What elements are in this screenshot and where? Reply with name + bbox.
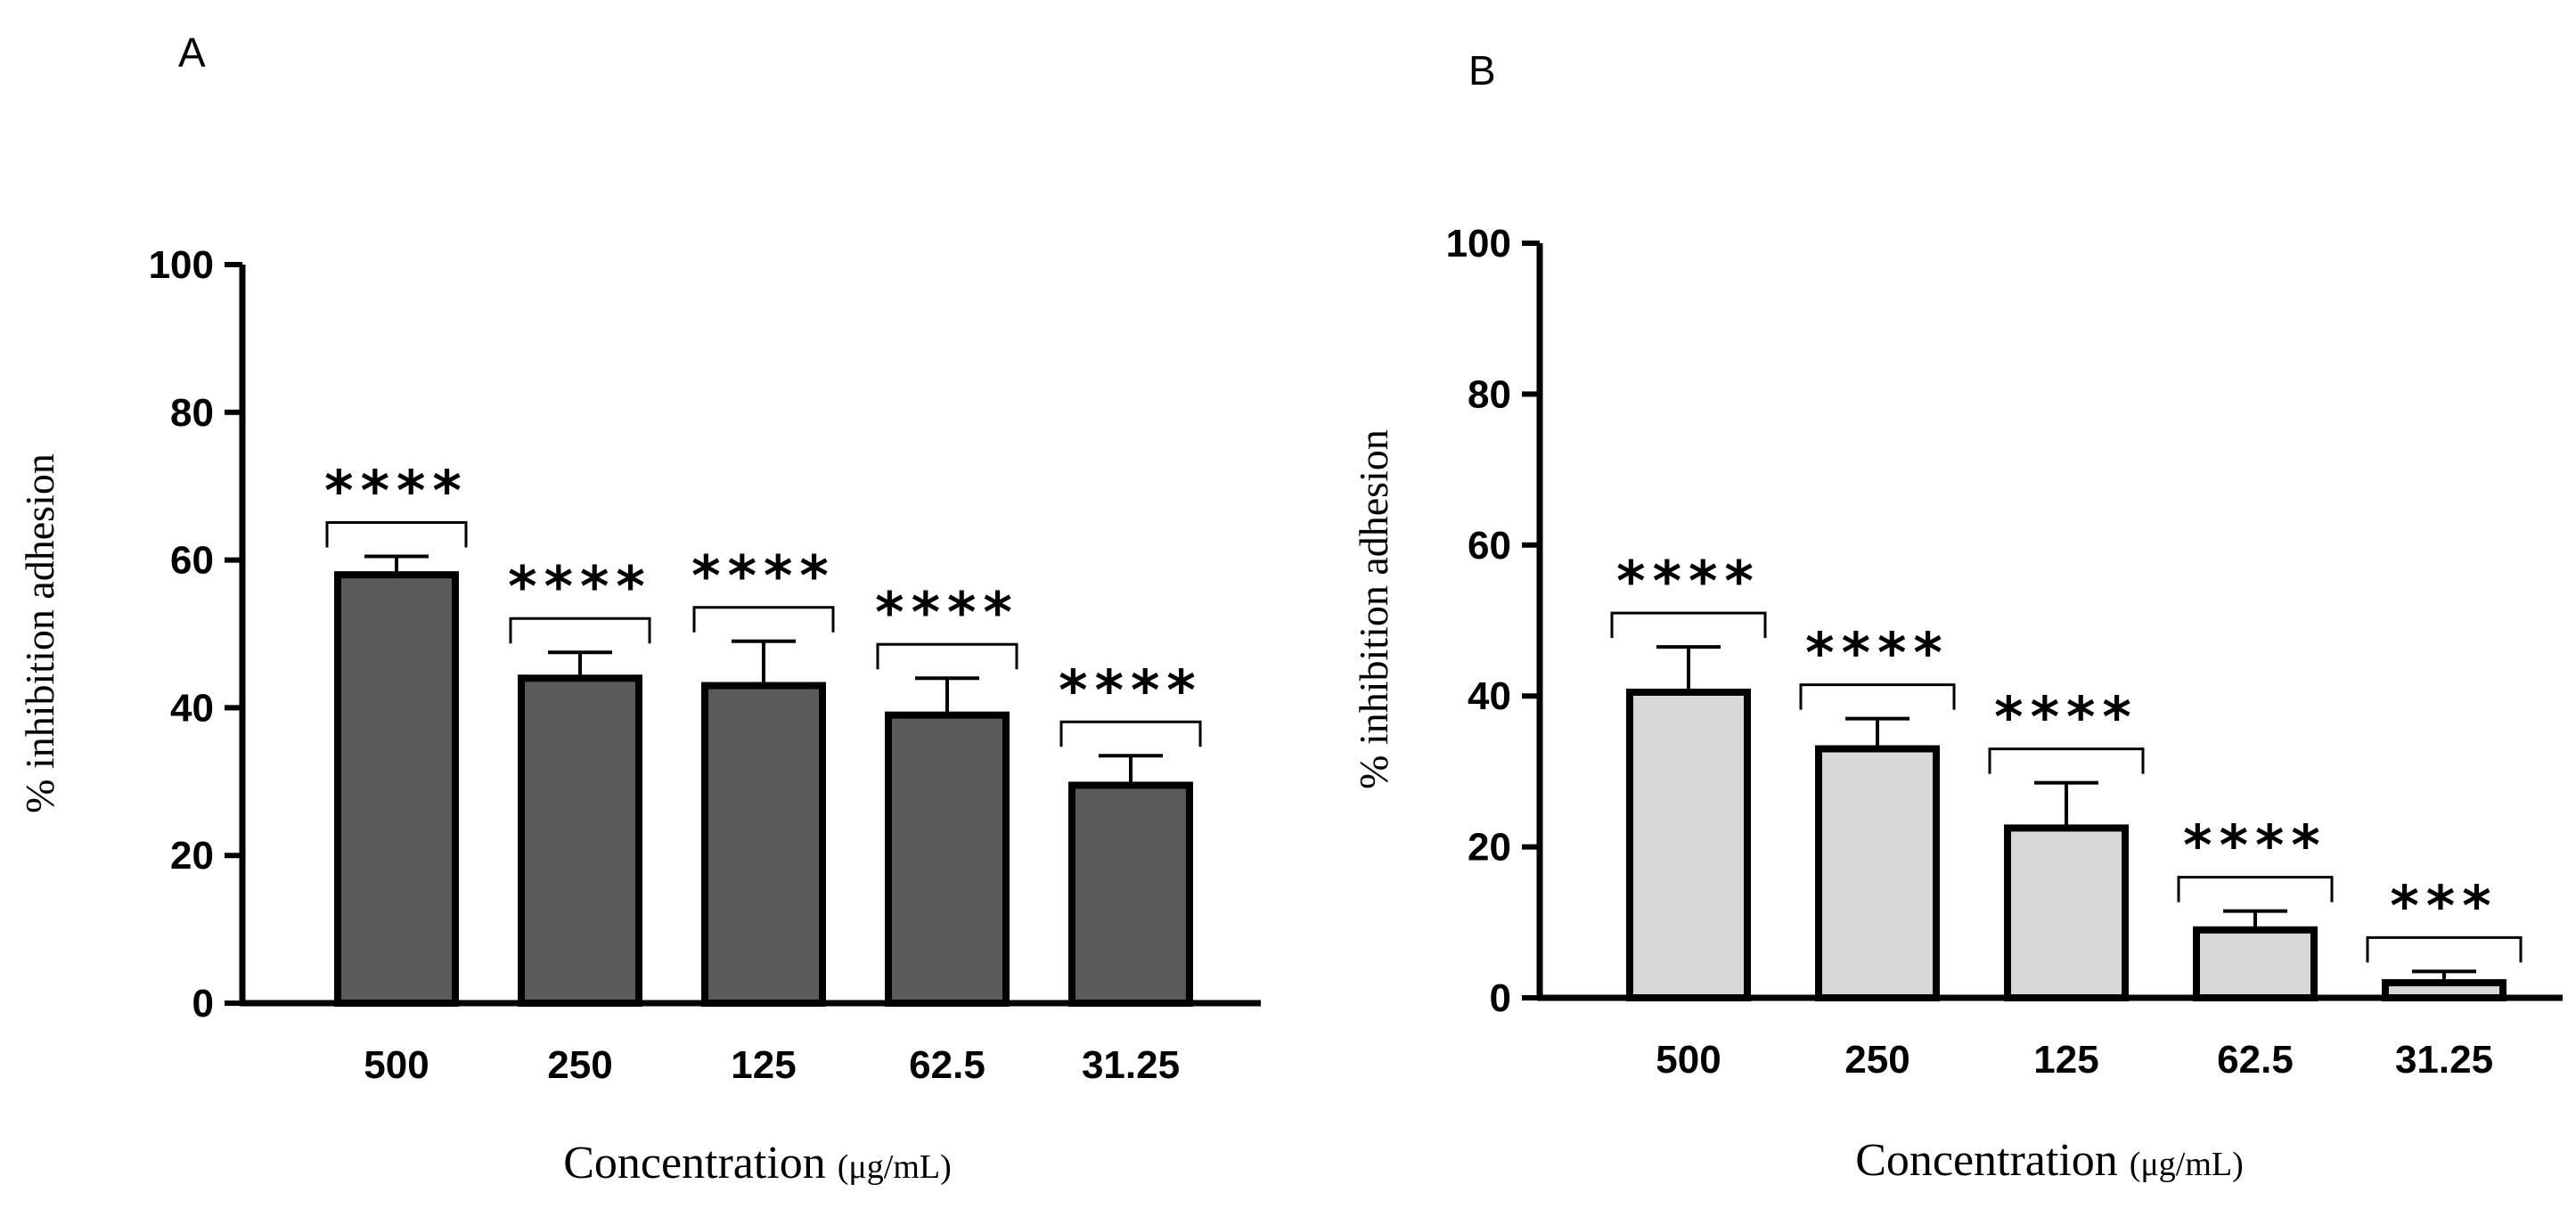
bar	[885, 711, 1010, 1007]
chart-panel-b: B 0 20 40 60 80 100 **** 500 **** 250 **** 125 **** 62…	[1351, 47, 2563, 1186]
significance-bracket	[2366, 935, 2523, 963]
significance-label: ****	[875, 580, 1019, 645]
bar	[1815, 745, 1940, 1001]
panel-label-b: B	[1468, 47, 1496, 94]
y-axis-title: % inhibition adhesion	[1351, 429, 1396, 789]
x-tick-label: 500	[1656, 1038, 1721, 1082]
bar	[334, 571, 459, 1007]
bar	[1626, 688, 1751, 1002]
significance-label: ****	[1805, 621, 1950, 686]
significance-bracket	[509, 617, 651, 644]
bar	[518, 674, 642, 1007]
y-tick-label: 0	[1490, 976, 1511, 1020]
bar	[701, 682, 826, 1008]
significance-bracket	[1988, 747, 2145, 774]
significance-bracket	[1059, 720, 1202, 747]
y-tick-label: 80	[1468, 372, 1511, 416]
x-tick-label: 500	[364, 1043, 429, 1087]
significance-label: ****	[1059, 657, 1203, 723]
y-tick-label: 40	[1468, 674, 1511, 718]
significance-bracket	[2177, 876, 2334, 902]
y-tick-label: 60	[170, 539, 214, 583]
significance-bracket	[325, 520, 468, 548]
x-tick-label: 31.25	[1082, 1043, 1180, 1087]
significance-label: ****	[508, 554, 652, 619]
y-tick-label: 60	[1468, 524, 1511, 568]
x-axis-title: Concentration (μg/mL)	[1855, 1135, 2244, 1186]
x-axis-title-text: Concentration	[1855, 1135, 2130, 1186]
bar	[1068, 781, 1193, 1007]
x-tick-label: 62.5	[909, 1043, 985, 1087]
y-axis-title: % inhibition adhesion	[17, 453, 62, 813]
significance-label: ****	[1994, 685, 2138, 750]
x-tick-label: 250	[1844, 1038, 1910, 1082]
significance-label: ***	[2390, 873, 2498, 938]
y-tick-label: 100	[1446, 222, 1511, 265]
significance-bracket	[876, 642, 1018, 670]
significance-label: ****	[691, 543, 836, 608]
x-tick-label: 62.5	[2217, 1038, 2294, 1082]
x-tick-label: 250	[547, 1043, 612, 1087]
y-tick-label: 80	[170, 391, 214, 435]
x-tick-label: 125	[731, 1043, 796, 1087]
y-tick-label: 0	[192, 982, 214, 1025]
significance-label: ****	[2183, 813, 2327, 878]
x-axis-title: Concentration (μg/mL)	[563, 1138, 952, 1188]
y-tick-label: 20	[170, 834, 214, 878]
significance-label: ****	[1616, 549, 1761, 614]
x-axis-unit: (μg/mL)	[838, 1148, 952, 1186]
y-tick-label: 40	[170, 686, 214, 730]
bar	[2004, 824, 2129, 1001]
y-tick-label: 20	[1468, 826, 1511, 870]
bar	[2382, 979, 2506, 1002]
chart-panel-a: A 0 20 40 60 80 100 **** 500 **** 250 **** 125 **** 62…	[17, 29, 1261, 1188]
significance-bracket	[1799, 683, 1956, 710]
x-axis-title-text: Concentration	[563, 1138, 838, 1188]
panel-label-a: A	[178, 29, 206, 76]
x-tick-label: 125	[2033, 1038, 2098, 1082]
bar	[2193, 926, 2318, 1002]
significance-bracket	[692, 606, 835, 633]
significance-bracket	[1610, 611, 1767, 639]
y-tick-label: 100	[149, 243, 214, 287]
x-axis-unit: (μg/mL)	[2130, 1146, 2244, 1183]
significance-label: ****	[324, 458, 469, 523]
x-tick-label: 31.25	[2395, 1038, 2493, 1082]
